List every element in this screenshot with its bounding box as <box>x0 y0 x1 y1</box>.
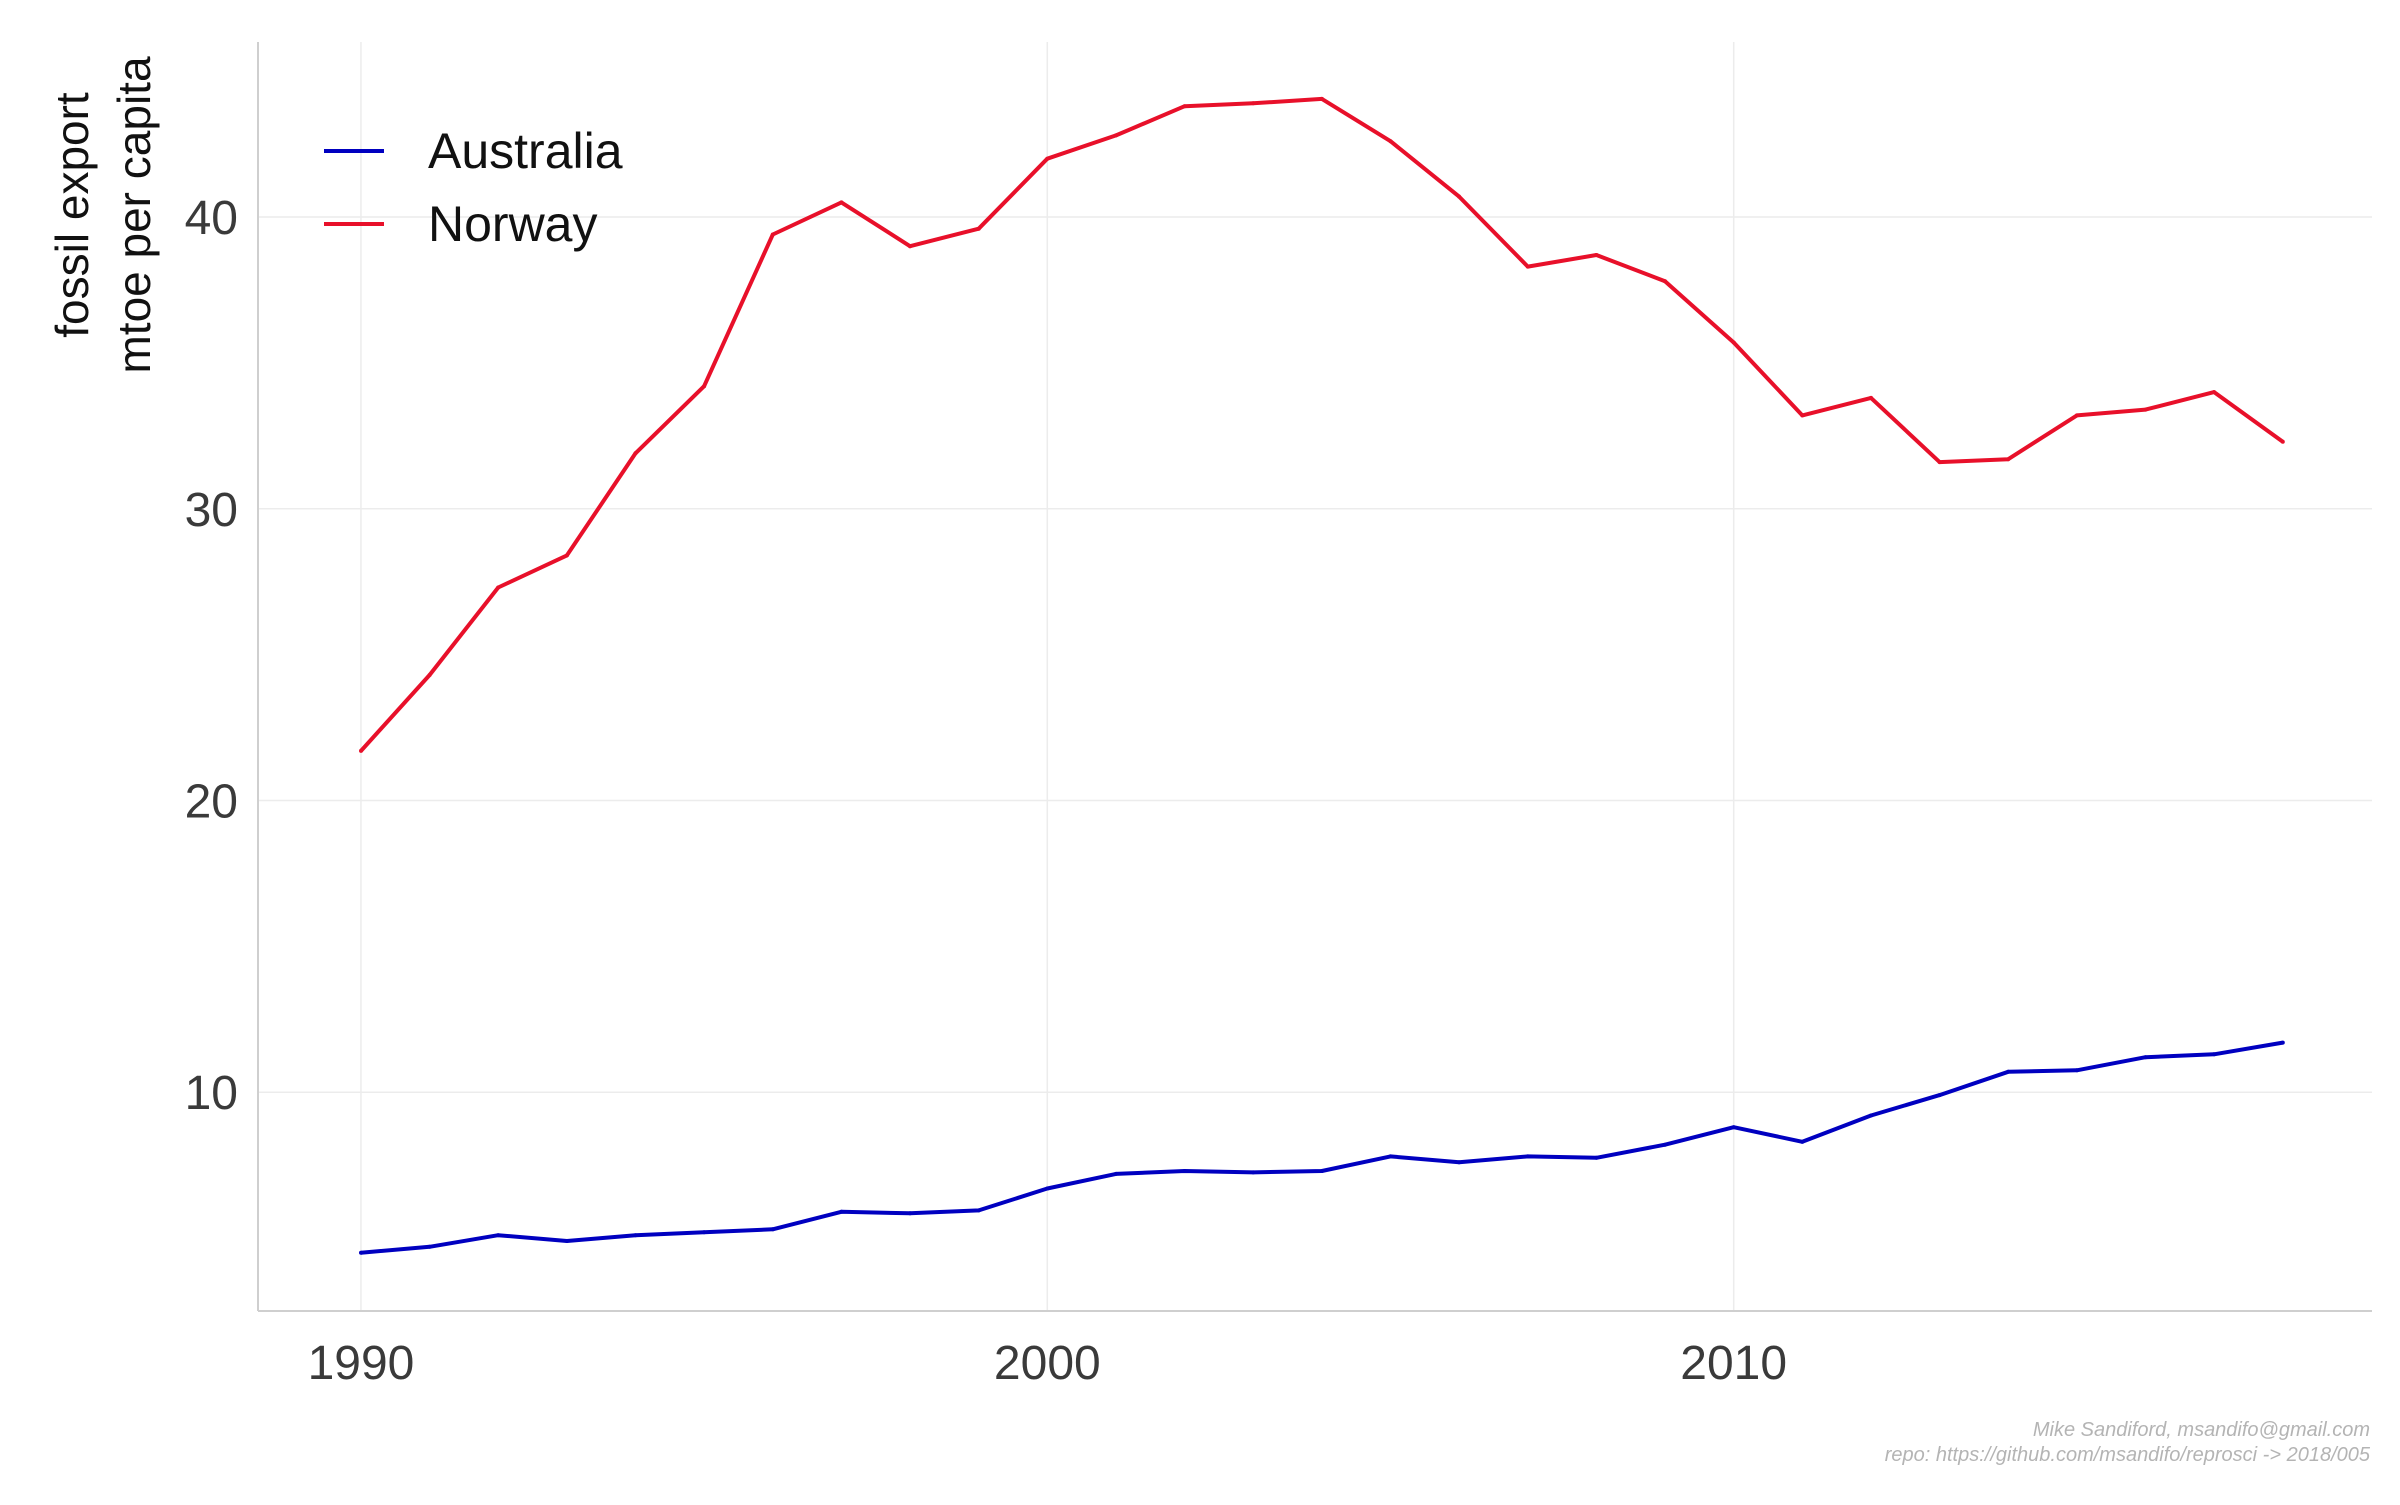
point-australia-2018 <box>2280 1040 2285 1045</box>
legend-label-australia: Australia <box>428 123 623 179</box>
point-norway-1993 <box>564 553 569 558</box>
point-norway-2004 <box>1319 96 1324 101</box>
point-norway-2008 <box>1594 253 1599 257</box>
point-norway-2012 <box>1869 395 1873 400</box>
point-norway-2007 <box>1525 264 1530 269</box>
point-australia-1992 <box>496 1233 501 1238</box>
tick-labels: 10 20 30 40 1990 2000 2010 <box>185 192 1787 1390</box>
point-australia-2015 <box>2074 1068 2079 1073</box>
point-norway-2006 <box>1457 194 1462 199</box>
point-norway-2018 <box>2280 439 2285 444</box>
point-norway-2005 <box>1388 139 1393 144</box>
point-australia-2009 <box>1663 1142 1667 1147</box>
series-australia <box>359 1040 2285 1255</box>
point-australia-2011 <box>1800 1139 1805 1144</box>
point-norway-2010 <box>1731 340 1736 345</box>
point-australia-2002 <box>1182 1169 1187 1173</box>
series-norway <box>359 96 2285 753</box>
y-axis-label: fossil export mtoe per capita <box>46 56 160 373</box>
point-norway-2013 <box>1937 460 1942 465</box>
point-norway-1992 <box>496 585 501 590</box>
point-norway-2009 <box>1663 279 1667 284</box>
point-norway-2011 <box>1800 413 1805 418</box>
y-tick-label-20: 20 <box>185 775 238 828</box>
point-australia-2007 <box>1525 1154 1530 1159</box>
point-norway-2017 <box>2212 390 2217 395</box>
point-australia-1995 <box>702 1230 707 1235</box>
point-norway-1991 <box>427 673 432 677</box>
point-australia-1994 <box>633 1233 638 1238</box>
point-australia-2008 <box>1594 1155 1599 1160</box>
point-australia-2010 <box>1731 1125 1736 1130</box>
axes <box>257 42 2372 1312</box>
point-australia-2012 <box>1869 1113 1873 1118</box>
point-australia-2004 <box>1319 1169 1324 1173</box>
series-line-australia <box>360 1040 2284 1255</box>
point-australia-1998 <box>908 1211 912 1216</box>
point-australia-2000 <box>1045 1186 1050 1191</box>
point-australia-2016 <box>2143 1055 2148 1060</box>
point-norway-1994 <box>633 451 638 456</box>
point-norway-1997 <box>839 200 844 205</box>
y-axis-label-line-1: fossil export <box>46 92 98 338</box>
series <box>359 96 2285 1255</box>
point-australia-1990 <box>359 1250 363 1255</box>
point-norway-2000 <box>1045 156 1050 161</box>
legend: Australia Norway <box>324 123 623 252</box>
legend-item-norway: Norway <box>324 196 597 252</box>
point-norway-2002 <box>1182 104 1187 109</box>
point-australia-1997 <box>839 1209 844 1214</box>
point-norway-2001 <box>1114 133 1118 138</box>
point-norway-2014 <box>2006 457 2011 462</box>
point-australia-1993 <box>564 1239 569 1243</box>
point-norway-2016 <box>2143 407 2148 412</box>
point-norway-1999 <box>976 226 981 231</box>
point-australia-2005 <box>1388 1154 1393 1159</box>
y-tick-label-40: 40 <box>185 192 238 245</box>
point-norway-1995 <box>702 384 707 389</box>
point-norway-1990 <box>359 748 363 753</box>
caption-repo: repo: https://github.com/msandifo/repros… <box>1885 1444 2371 1466</box>
point-australia-2013 <box>1937 1093 1942 1098</box>
point-australia-2014 <box>2006 1069 2011 1074</box>
point-australia-1999 <box>976 1208 981 1213</box>
y-axis-label-line-2: mtoe per capita <box>108 56 160 373</box>
x-tick-label-1990: 1990 <box>308 1337 415 1390</box>
legend-label-norway: Norway <box>428 196 597 252</box>
point-australia-2003 <box>1251 1170 1256 1175</box>
series-line-norway <box>359 96 2284 753</box>
x-tick-label-2000: 2000 <box>994 1337 1101 1390</box>
point-australia-2001 <box>1114 1171 1118 1176</box>
point-australia-1991 <box>427 1244 432 1249</box>
x-tick-label-2010: 2010 <box>1680 1337 1787 1390</box>
y-tick-label-30: 30 <box>185 484 238 537</box>
point-norway-1996 <box>770 232 775 237</box>
point-australia-2017 <box>2212 1052 2217 1057</box>
point-australia-2006 <box>1457 1160 1462 1165</box>
y-tick-label-10: 10 <box>185 1067 238 1120</box>
grid <box>258 42 2372 1311</box>
point-norway-2003 <box>1251 101 1256 106</box>
legend-item-australia: Australia <box>324 123 623 179</box>
caption: Mike Sandiford, msandifo@gmail.com repo:… <box>1885 1419 2371 1466</box>
caption-author: Mike Sandiford, msandifo@gmail.com <box>2033 1419 2370 1441</box>
point-norway-2015 <box>2074 413 2079 418</box>
point-norway-1998 <box>908 244 912 249</box>
point-australia-1996 <box>770 1227 775 1232</box>
